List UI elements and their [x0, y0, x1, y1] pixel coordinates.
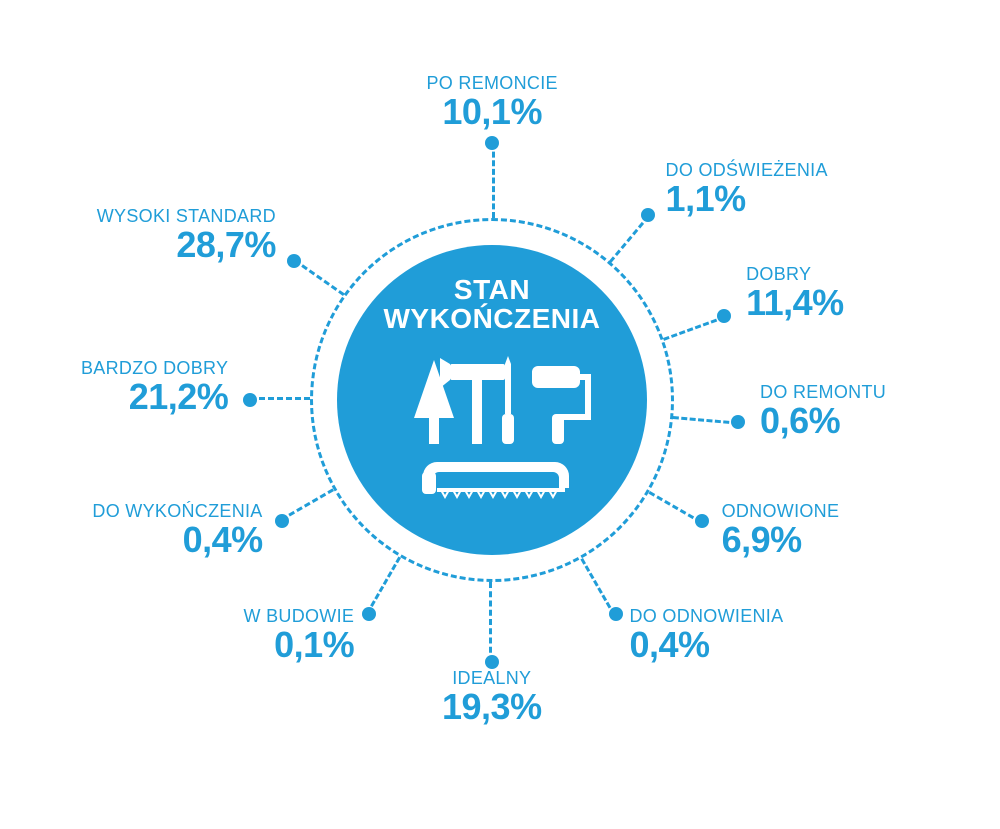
- center-title-line2: WYKOŃCZENIA: [383, 303, 600, 334]
- spoke: [492, 143, 495, 218]
- item-value: 19,3%: [442, 689, 542, 725]
- spoke: [250, 397, 310, 400]
- data-item: PO REMONCIE10,1%: [427, 73, 558, 130]
- data-item: DO WYKOŃCZENIA0,4%: [92, 501, 262, 558]
- data-item: DO REMONTU0,6%: [760, 382, 886, 439]
- spoke: [663, 316, 725, 341]
- spoke-dot: [485, 136, 499, 150]
- item-value: 0,4%: [92, 522, 262, 558]
- data-item: WYSOKI STANDARD28,7%: [97, 206, 276, 263]
- spoke: [366, 556, 401, 614]
- spoke-dot: [717, 309, 731, 323]
- data-item: ODNOWIONE6,9%: [722, 501, 840, 558]
- center-disc: STAN WYKOŃCZENIA: [337, 245, 647, 555]
- spoke-dot: [362, 607, 376, 621]
- item-value: 28,7%: [97, 227, 276, 263]
- data-item: DO ODNOWIENIA0,4%: [630, 606, 784, 663]
- spoke-dot: [243, 393, 257, 407]
- item-value: 1,1%: [666, 181, 828, 217]
- data-item: BARDZO DOBRY21,2%: [81, 358, 228, 415]
- data-item: DO ODŚWIEŻENIA1,1%: [666, 160, 828, 217]
- spoke-dot: [695, 514, 709, 528]
- data-item: W BUDOWIE0,1%: [244, 606, 355, 663]
- spoke-dot: [641, 208, 655, 222]
- spoke-dot: [287, 254, 301, 268]
- spoke: [281, 488, 334, 521]
- tools-icon: [392, 350, 592, 505]
- center-title: STAN WYKOŃCZENIA: [337, 275, 647, 334]
- spoke-dot: [609, 607, 623, 621]
- data-item: IDEALNY19,3%: [442, 668, 542, 725]
- item-value: 6,9%: [722, 522, 840, 558]
- spoke: [489, 582, 492, 662]
- spoke: [673, 416, 738, 425]
- data-item: DOBRY11,4%: [746, 264, 844, 321]
- item-value: 0,4%: [630, 627, 784, 663]
- item-value: 10,1%: [427, 94, 558, 130]
- item-value: 11,4%: [746, 285, 844, 321]
- item-value: 0,6%: [760, 403, 886, 439]
- center-title-line1: STAN: [454, 274, 530, 305]
- spoke-dot: [485, 655, 499, 669]
- spoke-dot: [275, 514, 289, 528]
- item-value: 0,1%: [244, 627, 355, 663]
- spoke-dot: [731, 415, 745, 429]
- infographic-stage: { "chart": { "type": "radial-infographic…: [0, 0, 1000, 829]
- spoke: [648, 491, 701, 524]
- spoke: [609, 215, 650, 263]
- item-value: 21,2%: [81, 379, 228, 415]
- spoke: [580, 558, 615, 616]
